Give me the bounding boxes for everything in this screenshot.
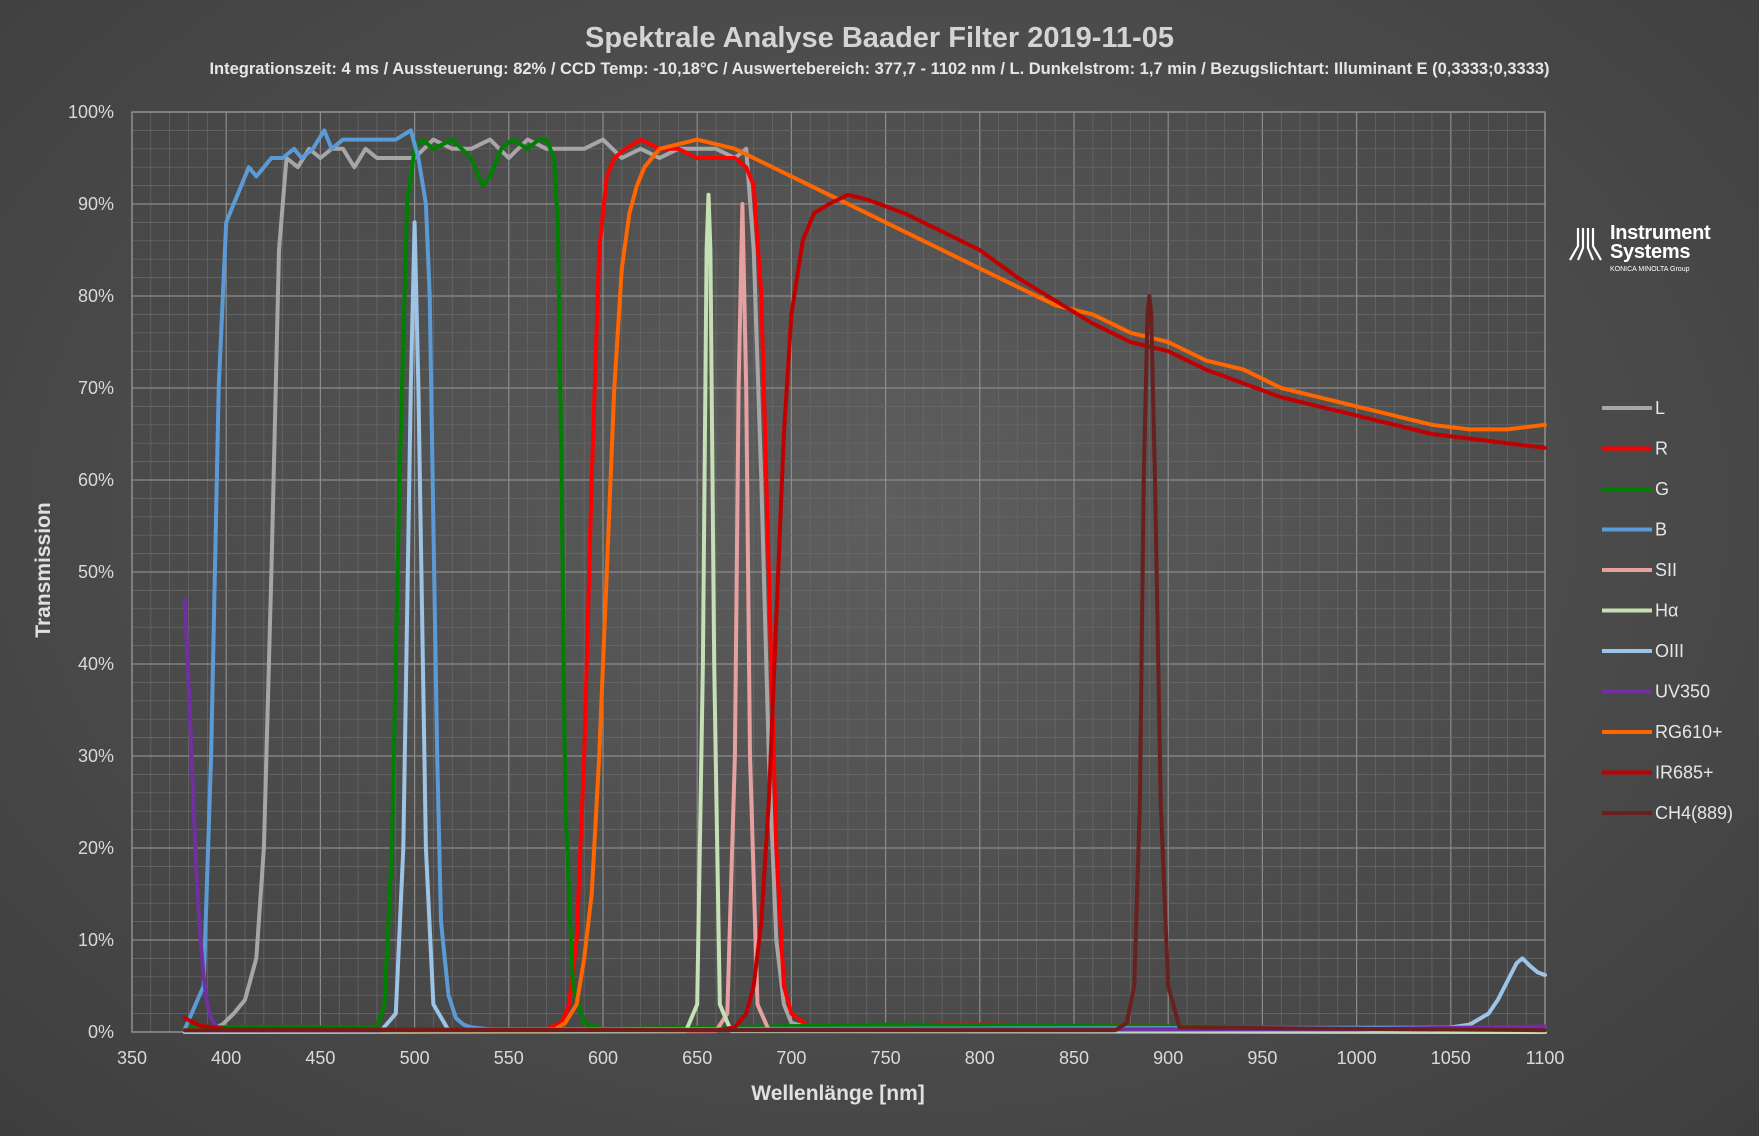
x-tick-label: 1100 — [1526, 1048, 1565, 1068]
y-tick-label: 20% — [78, 838, 114, 858]
instrument-systems-logo: Instrument Systems KONICA MINOLTA Group — [1568, 222, 1738, 282]
legend-item: L — [1602, 398, 1665, 418]
logo-group: KONICA MINOLTA Group — [1610, 266, 1690, 273]
x-tick-label: 1000 — [1337, 1048, 1377, 1068]
legend: L RG B SII Hα OIII UV350 RG610+ IR685+ CH4(889) — [1602, 398, 1733, 823]
logo-name: Instrument Systems — [1610, 224, 1710, 262]
legend-item: Hα — [1602, 601, 1678, 621]
x-tick-label: 500 — [400, 1048, 430, 1068]
legend-label: OIII — [1655, 641, 1684, 661]
y-tick-label: 100% — [68, 102, 114, 122]
legend-item: R — [1602, 439, 1668, 459]
legend-label: R — [1655, 439, 1668, 459]
y-tick-label: 70% — [78, 378, 114, 398]
y-tick-label: 60% — [78, 470, 114, 490]
y-tick-label: 10% — [78, 930, 114, 950]
x-tick-label: 1050 — [1431, 1048, 1471, 1068]
x-tick-label: 350 — [117, 1048, 147, 1068]
legend-item: UV350 — [1602, 682, 1710, 702]
x-tick-label: 800 — [965, 1048, 995, 1068]
legend-item: SII — [1602, 560, 1677, 580]
x-tick-label: 550 — [494, 1048, 524, 1068]
x-axis-title: Wellenlänge [nm] — [751, 1082, 924, 1105]
x-tick-label: 850 — [1059, 1048, 1089, 1068]
legend-item: CH4(889) — [1602, 803, 1733, 823]
legend-label: G — [1655, 479, 1669, 499]
legend-label: IR685+ — [1655, 763, 1714, 783]
x-tick-label: 950 — [1247, 1048, 1277, 1068]
legend-label: L — [1655, 398, 1665, 418]
legend-label: Hα — [1655, 601, 1678, 621]
y-tick-label: 90% — [78, 194, 114, 214]
x-tick-label: 700 — [776, 1048, 806, 1068]
legend-label: SII — [1655, 560, 1677, 580]
y-tick-label: 0% — [88, 1022, 114, 1042]
series-layer — [185, 130, 1545, 1032]
x-tick-label: 400 — [211, 1048, 241, 1068]
logo-mark-icon — [1568, 226, 1604, 262]
legend-item: IR685+ — [1602, 763, 1714, 783]
legend-item: OIII — [1602, 641, 1684, 661]
x-tick-label: 750 — [871, 1048, 901, 1068]
y-tick-label: 50% — [78, 562, 114, 582]
legend-label: B — [1655, 520, 1667, 540]
legend-label: UV350 — [1655, 682, 1710, 702]
x-tick-label: 450 — [305, 1048, 335, 1068]
y-tick-label: 30% — [78, 746, 114, 766]
legend-item: RG610+ — [1602, 722, 1723, 742]
x-tick-label: 650 — [682, 1048, 712, 1068]
grid-layer — [132, 112, 1545, 1032]
x-tick-label: 600 — [588, 1048, 618, 1068]
y-tick-label: 40% — [78, 654, 114, 674]
legend-item: B — [1602, 520, 1667, 540]
legend-label: RG610+ — [1655, 722, 1723, 742]
legend-item: G — [1602, 479, 1669, 499]
x-tick-label: 900 — [1153, 1048, 1183, 1068]
series-line-g — [185, 140, 1545, 1030]
logo-name-line2: Systems — [1610, 243, 1710, 262]
y-axis-title: Transmission — [32, 502, 55, 637]
tick-layer: 350 400 450 500 550 600 650 700 750 800 850 900 950 1… — [68, 102, 1564, 1068]
y-tick-label: 80% — [78, 286, 114, 306]
legend-label: CH4(889) — [1655, 803, 1733, 823]
